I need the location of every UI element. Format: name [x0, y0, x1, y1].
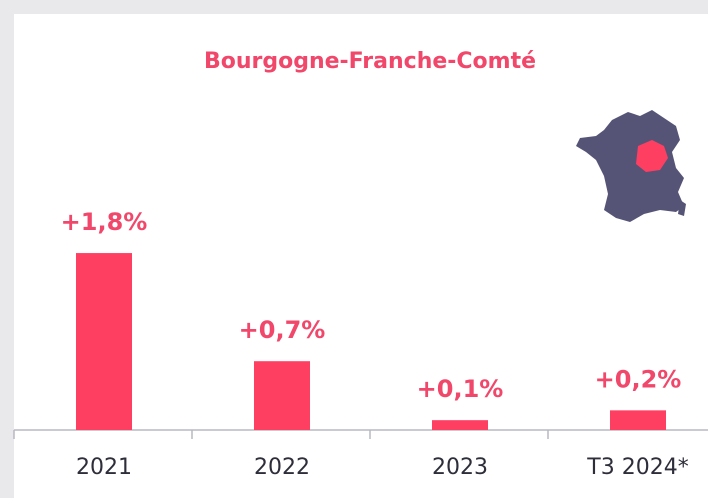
value-label: +0,1% — [417, 375, 504, 403]
corsica — [678, 200, 686, 216]
x-tick-label: 2022 — [254, 455, 310, 480]
bar — [254, 361, 310, 430]
x-tick-label: 2021 — [76, 455, 132, 480]
france-shape — [576, 110, 684, 222]
value-label: +0,7% — [239, 316, 326, 344]
bar — [76, 253, 132, 430]
bar — [432, 420, 488, 430]
value-label: +1,8% — [61, 208, 148, 236]
chart-title: Bourgogne-Franche-Comté — [204, 49, 536, 74]
x-tick-label: 2023 — [432, 455, 488, 480]
value-label: +0,2% — [595, 365, 682, 393]
x-tick-label: T3 2024* — [586, 455, 688, 480]
bar — [610, 410, 666, 430]
france-map — [576, 110, 686, 222]
region-highlight — [636, 140, 668, 172]
